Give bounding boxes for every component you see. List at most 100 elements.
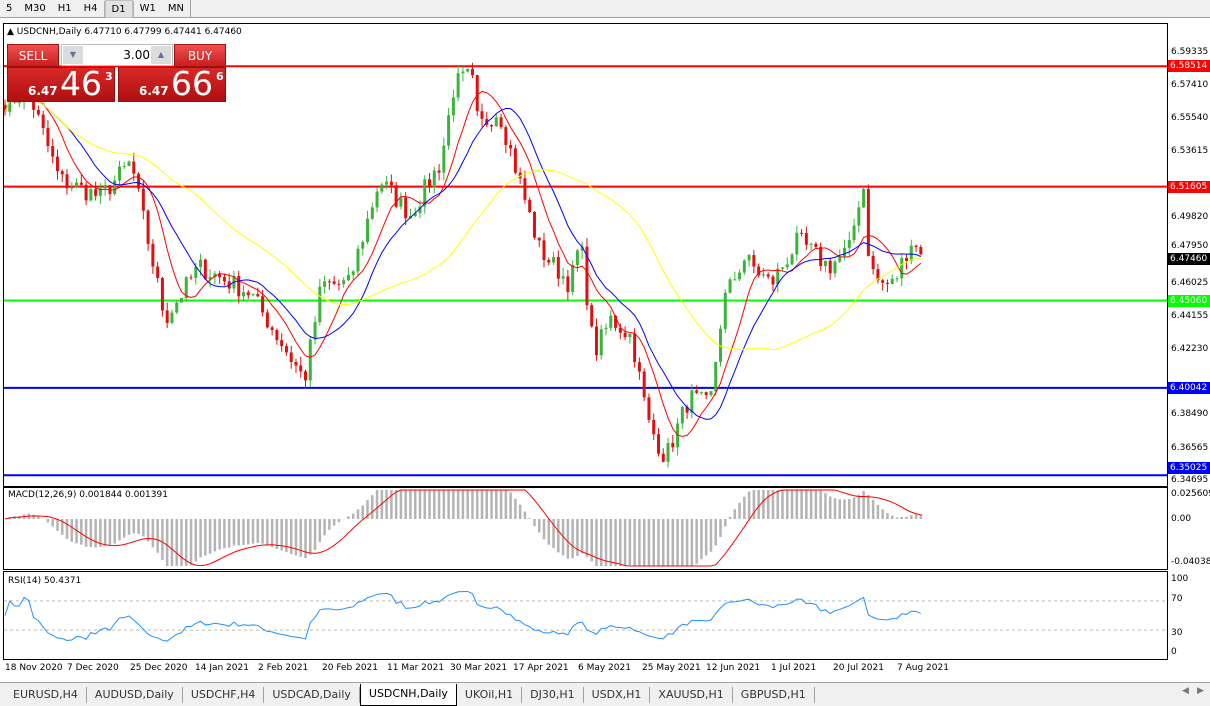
candle-body <box>699 392 703 394</box>
candle-body <box>642 371 646 398</box>
one-click-trading-panel: SELL ▼ 3.00 ▲ BUY 6.47 46 3 6.47 66 6 <box>7 44 227 103</box>
tf-d1[interactable]: D1 <box>104 0 133 18</box>
candle-body <box>809 243 813 245</box>
candle-body <box>270 327 274 330</box>
rsi-axis-30: 30 <box>1171 628 1183 638</box>
candle-body <box>222 277 226 282</box>
date-tick: 2 Feb 2021 <box>258 663 309 673</box>
candle-body <box>399 197 403 207</box>
lot-value[interactable]: 3.00 <box>123 48 150 62</box>
candle-body <box>423 179 427 207</box>
candle-body <box>656 434 660 454</box>
ma-slow-line <box>4 97 921 351</box>
ma-mid-line <box>4 97 922 420</box>
candle-body <box>65 174 69 189</box>
candle-body <box>475 75 479 112</box>
candle-body <box>738 272 742 280</box>
candle-body <box>437 170 441 173</box>
candle-body <box>819 246 823 267</box>
sell-price[interactable]: 6.47 46 3 <box>7 64 115 103</box>
chart-tab[interactable]: USDCAD,Daily <box>264 686 360 703</box>
tf-m30[interactable]: M30 <box>24 2 46 14</box>
tf-mn[interactable]: MN <box>167 2 184 14</box>
candle-body <box>346 274 350 281</box>
decrease-lot-icon[interactable]: ▼ <box>63 46 83 64</box>
chart-tab[interactable]: USDCHF,H4 <box>183 686 265 703</box>
candle-body <box>909 245 913 261</box>
date-tick: 1 Jul 2021 <box>771 663 817 673</box>
candle-body <box>356 248 360 272</box>
candle-body <box>184 277 188 298</box>
candle-body <box>771 276 775 285</box>
date-tick: 25 Dec 2020 <box>130 663 188 673</box>
tab-scroll-right-icon[interactable]: ▶ <box>1197 686 1204 696</box>
chart-tab[interactable]: DJ30,H1 <box>522 686 584 703</box>
price-tick: 6.49820 <box>1171 212 1209 223</box>
buy-price[interactable]: 6.47 66 6 <box>118 64 226 103</box>
candle-body <box>213 273 217 278</box>
candle-body <box>308 339 312 381</box>
tf-w1[interactable]: W1 <box>139 2 156 14</box>
candle-body <box>723 292 727 329</box>
candle-body <box>375 191 379 208</box>
candle-body <box>237 276 241 297</box>
rsi-axis-70: 70 <box>1171 594 1183 604</box>
candle-body <box>265 312 269 328</box>
tf-m5[interactable]: 5 <box>6 2 13 14</box>
candle-body <box>261 296 265 313</box>
price-tick: 6.47950 <box>1171 240 1209 251</box>
candle-body <box>199 259 203 267</box>
chart-tab[interactable]: EURUSD,H4 <box>5 686 87 703</box>
candle-body <box>60 171 64 175</box>
macd-axis-zero: 0.00 <box>1171 514 1192 524</box>
level-price-label: 6.51605 <box>1168 180 1210 193</box>
buy-button[interactable]: BUY <box>174 44 226 67</box>
chart-tab[interactable]: UKOil,H1 <box>457 686 523 703</box>
tf-h1[interactable]: H1 <box>57 2 72 14</box>
increase-lot-icon[interactable]: ▲ <box>151 46 171 64</box>
candle-body <box>666 443 670 462</box>
collapse-triangle-icon[interactable]: ▲ <box>7 27 14 37</box>
tf-h4[interactable]: H4 <box>83 2 98 14</box>
sell-button[interactable]: SELL <box>7 44 59 67</box>
candle-body <box>566 276 570 292</box>
buy-price-big: 66 <box>171 64 213 103</box>
chart-tab[interactable]: USDX,H1 <box>584 686 651 703</box>
date-tick: 14 Jan 2021 <box>195 663 249 673</box>
chart-tab[interactable]: AUDUSD,Daily <box>87 686 183 703</box>
chart-tab[interactable]: USDCNH,Daily <box>359 683 457 706</box>
candle-body <box>351 271 355 275</box>
candle-body <box>418 206 422 214</box>
candle-body <box>370 207 374 219</box>
chart-tab[interactable]: XAUUSD,H1 <box>650 686 733 703</box>
candle-body <box>823 260 827 267</box>
buy-price-prefix: 6.47 <box>139 84 169 98</box>
macd-label: MACD(12,26,9) 0.001844 0.001391 <box>8 490 168 500</box>
candle-body <box>17 102 21 104</box>
candle-body <box>442 145 446 173</box>
divider <box>103 0 105 17</box>
candle-body <box>690 390 694 413</box>
lot-size-input[interactable]: ▼ 3.00 ▲ <box>61 44 173 66</box>
candle-body <box>876 269 880 281</box>
candle-body <box>504 127 508 145</box>
date-tick: 6 May 2021 <box>578 663 631 673</box>
candle-body <box>146 210 150 244</box>
tab-scroll-left-icon[interactable]: ◀ <box>1182 686 1189 696</box>
candle-body <box>36 109 40 115</box>
macd-axis-top: 0.025609 <box>1171 489 1210 499</box>
price-tick: 6.36565 <box>1171 442 1209 453</box>
candle-body <box>685 406 689 413</box>
timeframe-toolbar: 5 M30 H1 H4 D1 W1 MN <box>0 0 1210 18</box>
candle-body <box>814 243 818 247</box>
candle-body <box>337 283 341 285</box>
candle-body <box>914 245 918 248</box>
candle-body <box>84 184 88 201</box>
candle-body <box>637 362 641 372</box>
candle-body <box>289 352 293 362</box>
chart-tab[interactable]: GBPUSD,H1 <box>733 686 815 703</box>
candle-body <box>117 166 121 181</box>
date-tick: 20 Jul 2021 <box>833 663 884 673</box>
candle-body <box>327 281 331 283</box>
